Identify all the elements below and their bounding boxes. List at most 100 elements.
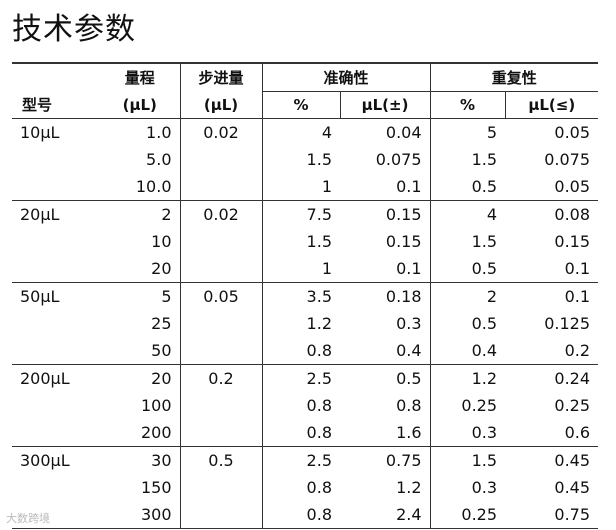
cell: 20: [100, 364, 180, 392]
cell: 300: [100, 501, 180, 529]
cell: 0.75: [340, 446, 431, 474]
step-cell: 0.02: [179, 200, 262, 228]
header-cell: 型号: [12, 91, 100, 119]
step-cell: 0.2: [179, 364, 262, 392]
cell: 0.3: [396, 314, 422, 333]
cell: 10.0: [135, 177, 172, 196]
header-cell: (μL): [179, 91, 262, 119]
step-cell: [179, 419, 262, 447]
cell: 0.8: [396, 396, 422, 415]
cell: 5.0: [146, 150, 172, 169]
step-cell: [179, 337, 262, 365]
step-cell: [179, 228, 262, 255]
table-row: 20μL 2 0.02 7.5 0.15 4 0.08: [12, 200, 599, 228]
watermark: 大数跨境: [6, 512, 50, 525]
cell: 1.5: [429, 228, 506, 255]
cell: 5: [100, 282, 180, 310]
step-cell: 0.02: [179, 118, 262, 146]
cell: 1.5: [261, 228, 340, 255]
spec-table: 量程 步进量 准确性 重复性 型号 (μL) (μL) % μL(±) % μL…: [12, 62, 599, 529]
table-body: 10μL 1.0 0.02 4 0.04 5 0.05 5.0 1.5 0.075 1.5 0.075…: [12, 118, 599, 529]
cell: 0.125: [544, 314, 591, 333]
model-cell: 50μL: [12, 282, 100, 310]
cell: 2.4: [340, 501, 431, 529]
cell: 0.08: [505, 200, 599, 228]
cell: 0.4: [429, 337, 506, 365]
cell: 0.75: [505, 501, 599, 529]
cell: 0.3: [429, 474, 506, 501]
model-cell: 300μL: [12, 446, 100, 474]
cell: 20: [151, 259, 172, 278]
table-row: 10μL 1.0 0.02 4 0.04 5 0.05: [12, 118, 599, 146]
cell: 0.8: [261, 419, 340, 447]
cell: 0.4: [396, 341, 422, 360]
cell: 30: [100, 446, 180, 474]
step-cell: [179, 392, 262, 419]
header-cell: 准确性: [261, 62, 431, 92]
cell: 7.5: [261, 200, 340, 228]
model-cell: 20μL: [12, 200, 100, 228]
cell: 1.5: [261, 146, 340, 173]
step-cell: [179, 501, 262, 529]
cell: 0.8: [261, 337, 340, 365]
cell: 0.05: [505, 118, 599, 146]
step-cell: 0.05: [179, 282, 262, 310]
table-row: 5.0 1.5 0.075 1.5 0.075: [12, 146, 598, 173]
cell: 0.8: [261, 474, 340, 501]
header-cell: [12, 62, 100, 92]
cell: 50: [151, 341, 172, 360]
cell: 4: [429, 200, 506, 228]
model-cell: [12, 173, 100, 201]
step-cell: [179, 474, 262, 501]
cell: 0.15: [554, 232, 591, 251]
table-row: 300 0.8 2.4 0.25 0.75: [12, 501, 599, 529]
header-cell: %: [429, 91, 506, 119]
title: 技术参数: [12, 12, 136, 47]
cell: 0.5: [429, 173, 506, 201]
cell: 150: [140, 478, 172, 497]
cell: 3.5: [261, 282, 340, 310]
cell: 0.15: [340, 200, 431, 228]
cell: 1.6: [396, 423, 422, 442]
cell: 1.2: [396, 478, 422, 497]
cell: 0.45: [554, 478, 591, 497]
table-row: 300μL 30 0.5 2.5 0.75 1.5 0.45: [12, 446, 599, 474]
model-cell: [12, 392, 100, 419]
cell: 0.5: [340, 364, 431, 392]
cell: 0.3: [429, 419, 506, 447]
cell: 0.15: [385, 232, 422, 251]
cell: 1: [261, 173, 340, 201]
cell: 25: [151, 314, 172, 333]
cell: 2: [100, 200, 180, 228]
cell: 0.2: [564, 341, 591, 360]
cell: 1.0: [100, 118, 180, 146]
model-cell: [12, 310, 100, 337]
cell: 0.45: [505, 446, 599, 474]
cell: 2: [429, 282, 506, 310]
table-row: 150 0.8 1.2 0.3 0.45: [12, 474, 598, 501]
cell: 0.05: [554, 177, 591, 196]
model-cell: [12, 474, 100, 501]
cell: 1.5: [429, 146, 506, 173]
step-cell: [179, 173, 262, 201]
table-row: 10 1.5 0.15 1.5 0.15: [12, 228, 598, 255]
model-cell: [12, 255, 100, 283]
cell: 0.8: [261, 392, 340, 419]
header-cell: (μL): [100, 91, 180, 119]
step-cell: [179, 146, 262, 173]
model-cell: [12, 501, 100, 529]
model-cell: 10μL: [12, 118, 100, 146]
step-cell: [179, 310, 262, 337]
cell: 0.1: [396, 259, 422, 278]
model-cell: [12, 228, 100, 255]
table-row: 200μL 20 0.2 2.5 0.5 1.2 0.24: [12, 364, 599, 392]
header-cell: μL(±): [339, 91, 431, 119]
table-row: 20 1 0.1 0.5 0.1: [12, 255, 598, 283]
cell: 0.8: [261, 501, 340, 529]
table-row: 10.0 1 0.1 0.5 0.05: [12, 173, 598, 201]
cell: 0.075: [544, 150, 591, 169]
table-row: 200 0.8 1.6 0.3 0.6: [12, 419, 598, 447]
step-cell: [179, 255, 262, 283]
cell: 0.1: [396, 177, 422, 196]
